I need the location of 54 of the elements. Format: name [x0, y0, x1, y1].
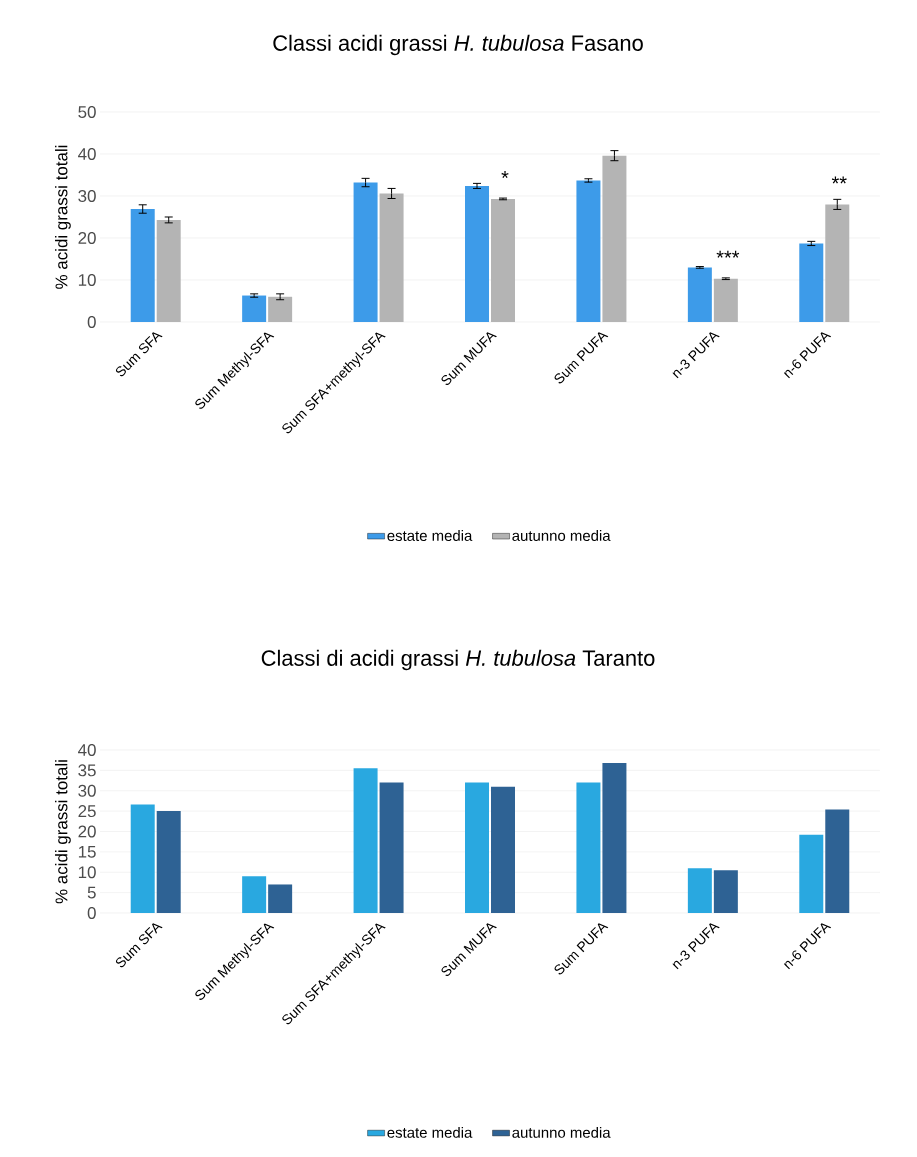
y-tick-label: 35 — [78, 764, 96, 777]
bar — [825, 204, 850, 322]
bar — [491, 786, 515, 913]
bar — [713, 870, 738, 913]
bar — [242, 876, 267, 913]
y-tick-label: 10 — [78, 866, 96, 879]
bar — [242, 295, 267, 322]
legend-label: autunno media — [512, 530, 611, 541]
bar — [130, 804, 155, 913]
bar — [491, 198, 515, 322]
bar — [687, 267, 712, 322]
bar — [713, 278, 738, 322]
y-tick-label: 25 — [78, 805, 96, 818]
y-tick-label: 20 — [78, 825, 96, 838]
bar — [799, 834, 824, 913]
bar — [156, 811, 181, 913]
bar — [130, 209, 155, 322]
y-axis-title: % acidi grassi totali — [55, 760, 71, 904]
bar — [268, 296, 293, 322]
y-tick-label: 5 — [87, 886, 96, 899]
bar — [602, 155, 627, 322]
bar — [576, 180, 601, 322]
y-tick-label: 40 — [78, 147, 96, 160]
y-tick-label: 0 — [87, 906, 96, 919]
legend-label: autunno media — [512, 1126, 611, 1138]
bar — [268, 884, 293, 913]
annotation: ** — [831, 176, 847, 184]
chart-title: Classi di acidi grassi H. tubulosa Taranto — [261, 649, 655, 671]
bar — [602, 763, 627, 913]
bar — [379, 782, 404, 913]
annotation: * — [501, 171, 509, 179]
y-tick-label: 30 — [78, 784, 96, 797]
annotation: *** — [716, 250, 740, 258]
legend-label: estate media — [387, 530, 473, 541]
bar — [379, 193, 404, 322]
bar — [156, 219, 181, 322]
y-tick-label: 20 — [78, 231, 96, 244]
y-tick-label: 0 — [87, 315, 96, 328]
chart-title: Classi acidi grassi H. tubulosa Fasano — [273, 34, 643, 56]
bar — [576, 782, 601, 913]
bar — [465, 782, 489, 913]
y-tick-label: 40 — [78, 743, 96, 756]
bar — [687, 868, 712, 913]
y-tick-label: 30 — [78, 189, 96, 202]
y-tick-label: 50 — [78, 105, 96, 118]
bar — [465, 185, 489, 322]
y-tick-label: 10 — [78, 273, 96, 286]
legend-label: estate media — [387, 1126, 473, 1138]
y-tick-label: 15 — [78, 845, 96, 858]
bar — [353, 182, 378, 322]
bar — [799, 243, 824, 322]
y-axis-title: % acidi grassi totali — [55, 145, 71, 289]
bar — [353, 768, 378, 913]
bar — [825, 809, 850, 913]
